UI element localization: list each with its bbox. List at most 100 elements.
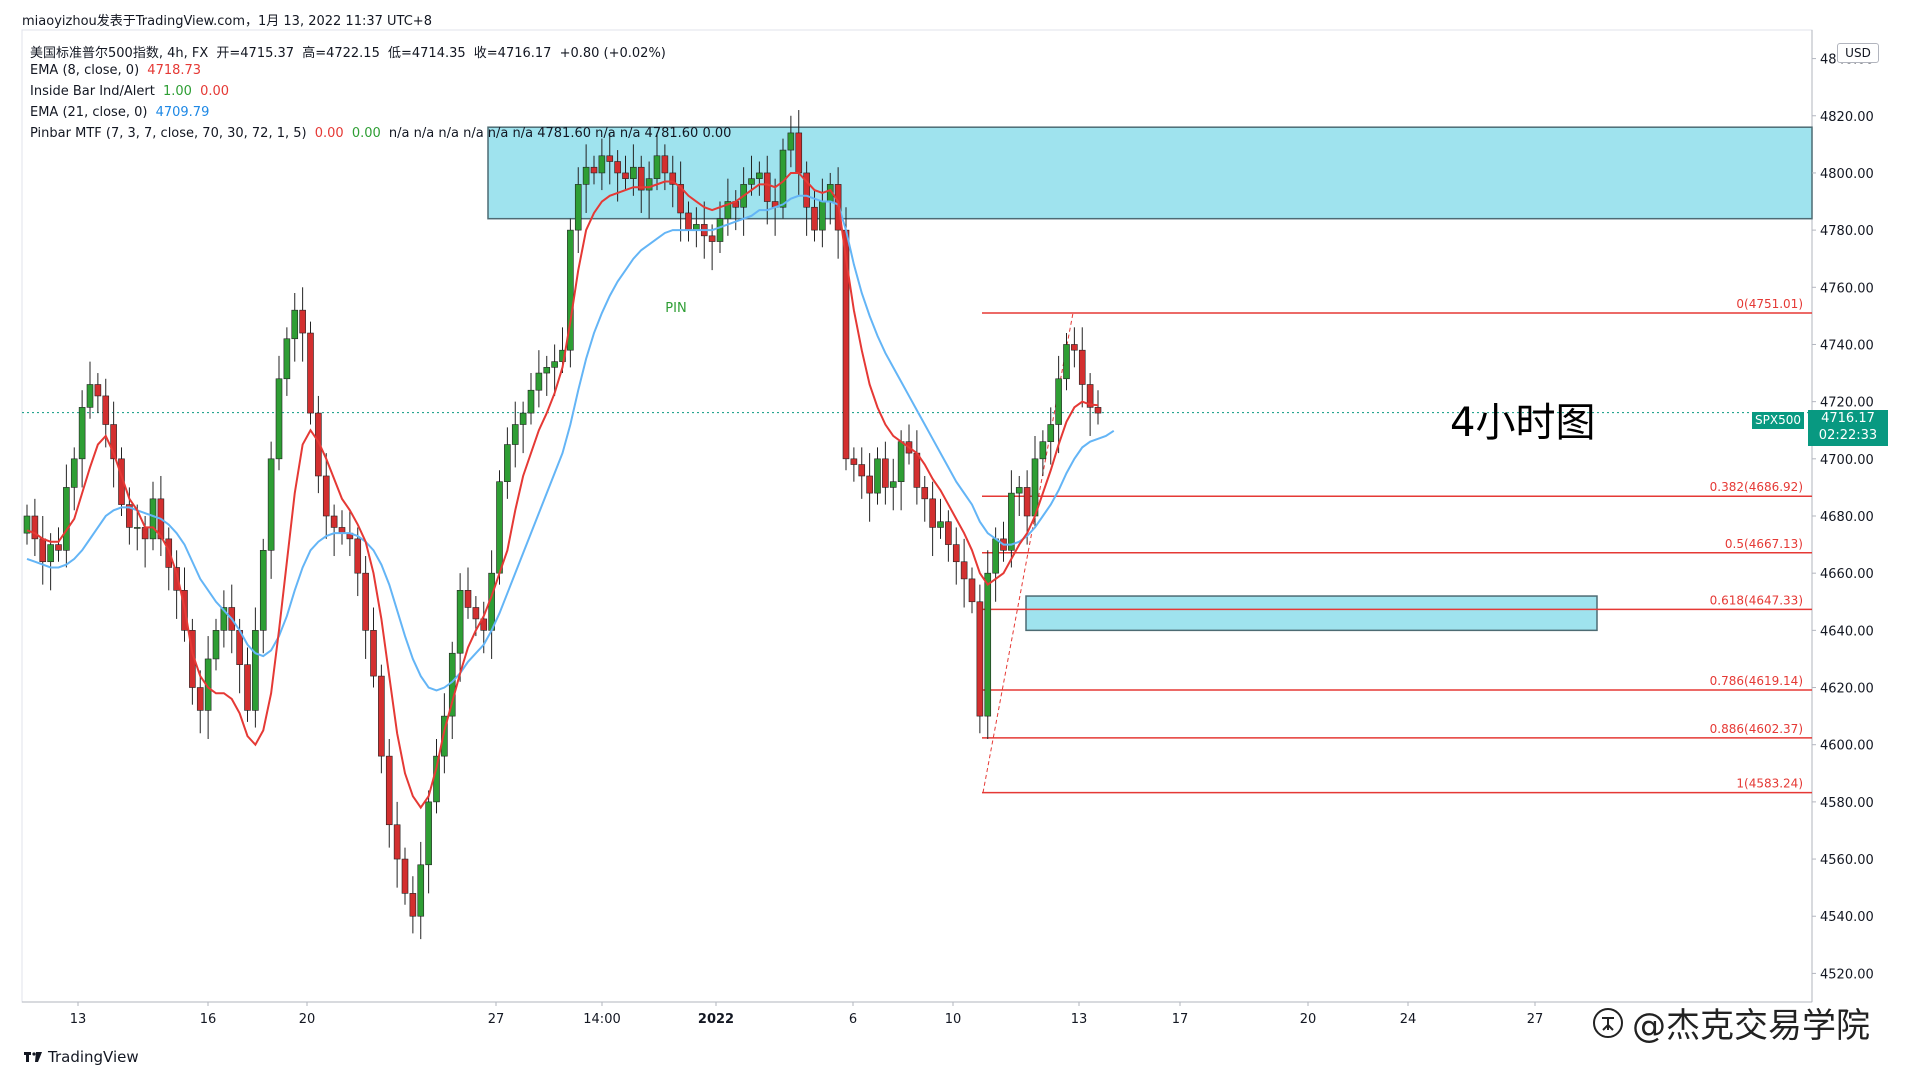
candle-body[interactable] [748,178,755,185]
candle-body[interactable] [984,572,992,717]
candle-body[interactable] [401,858,409,894]
candle-body[interactable] [472,607,480,620]
candle-body[interactable] [1015,487,1023,494]
candle-body[interactable] [653,155,661,179]
candle-body[interactable] [504,444,511,482]
candle-body[interactable] [929,498,936,528]
candle-body[interactable] [63,487,70,551]
candle-body[interactable] [968,578,976,603]
candle-body[interactable] [685,212,692,231]
candle-body[interactable] [787,132,795,151]
candle-body[interactable] [267,458,275,551]
candle-body[interactable] [992,538,999,574]
candle-body[interactable] [94,384,102,397]
legend-ema21-row[interactable]: EMA (21, close, 0) 4709.79 [30,105,213,120]
candle-body[interactable] [126,504,133,528]
candle-body[interactable] [551,361,558,368]
candle-body[interactable] [677,184,684,214]
candle-body[interactable] [1078,349,1086,385]
candle-body[interactable] [1071,344,1078,351]
candle-body[interactable] [527,389,535,414]
candle-body[interactable] [378,675,385,757]
candle-body[interactable] [291,309,299,340]
candle-body[interactable] [47,544,54,563]
candle-body[interactable] [322,475,330,517]
candle-body[interactable] [590,166,598,174]
legend-symbol[interactable]: 美国标准普尔500指数, 4h, FX [30,46,209,61]
candle-body[interactable] [464,590,472,608]
candle-body[interactable] [1039,441,1047,460]
candle-body[interactable] [567,229,574,351]
candle-body[interactable] [496,481,503,574]
candle-body[interactable] [511,424,519,445]
candle-body[interactable] [220,607,228,631]
candle-body[interactable] [858,464,866,477]
currency-button[interactable]: USD [1837,43,1879,63]
candle-body[interactable] [31,515,39,540]
candle-body[interactable] [1023,487,1031,517]
ema8-line[interactable] [26,171,1099,810]
candle-body[interactable] [803,172,810,208]
candle-body[interactable] [874,458,881,494]
candle-body[interactable] [425,801,432,866]
candle-body[interactable] [275,378,283,460]
candle-body[interactable] [149,498,157,540]
candle-body[interactable] [1055,378,1062,425]
candle-body[interactable] [133,527,141,529]
candle-body[interactable] [212,630,220,660]
candle-body[interactable] [244,664,251,711]
candle-body[interactable] [637,166,645,191]
candle-body[interactable] [141,527,149,540]
candle-body[interactable] [882,458,889,488]
candle-body[interactable] [913,452,921,488]
candle-body[interactable] [756,172,763,179]
candle-body[interactable] [409,893,417,917]
candle-body[interactable] [173,567,180,591]
candle-body[interactable] [606,155,614,162]
candle-body[interactable] [354,538,362,574]
candle-body[interactable] [708,235,716,242]
candle-body[interactable] [889,481,897,488]
zone-demand[interactable] [1025,595,1598,632]
candle-body[interactable] [574,184,582,231]
candle-body[interactable] [110,424,117,460]
legend-pinbar-row[interactable]: Pinbar MTF (7, 3, 7, close, 70, 30, 72, … [30,126,735,141]
candle-body[interactable] [393,824,401,860]
candle-body[interactable] [543,367,551,374]
candle-body[interactable] [1086,384,1094,408]
candle-body[interactable] [614,161,621,174]
candle-body[interactable] [39,538,47,563]
candle-body[interactable] [716,218,724,242]
candle-body[interactable] [598,155,606,174]
candle-body[interactable] [370,630,377,677]
candle-body[interactable] [937,521,944,528]
candle-body[interactable] [78,407,86,460]
candle-body[interactable] [1047,424,1055,442]
ema21-line[interactable] [26,194,1115,692]
candle-body[interactable] [70,458,78,488]
candle-body[interactable] [315,412,322,477]
candle-body[interactable] [196,687,204,711]
zone-supply[interactable] [487,126,1813,220]
candle-body[interactable] [897,441,905,482]
candle-body[interactable] [480,618,488,631]
candle-body[interactable] [535,372,543,391]
candle-body[interactable] [1008,492,1015,551]
candle-body[interactable] [630,166,637,179]
candle-body[interactable] [252,630,259,711]
candle-body[interactable] [441,715,448,757]
candle-body[interactable] [307,332,314,414]
candle-body[interactable] [86,384,94,408]
candle-body[interactable] [811,206,818,231]
candle-body[interactable] [1094,407,1102,414]
candle-body[interactable] [362,572,369,631]
candle-body[interactable] [1063,344,1070,380]
legend-insidebar-row[interactable]: Inside Bar Ind/Alert 1.00 0.00 [30,84,233,99]
candle-body[interactable] [952,544,960,563]
candle-body[interactable] [645,178,653,191]
candle-body[interactable] [299,309,306,334]
candle-body[interactable] [850,458,858,465]
candle-body[interactable] [417,864,425,917]
candle-body[interactable] [259,550,267,631]
